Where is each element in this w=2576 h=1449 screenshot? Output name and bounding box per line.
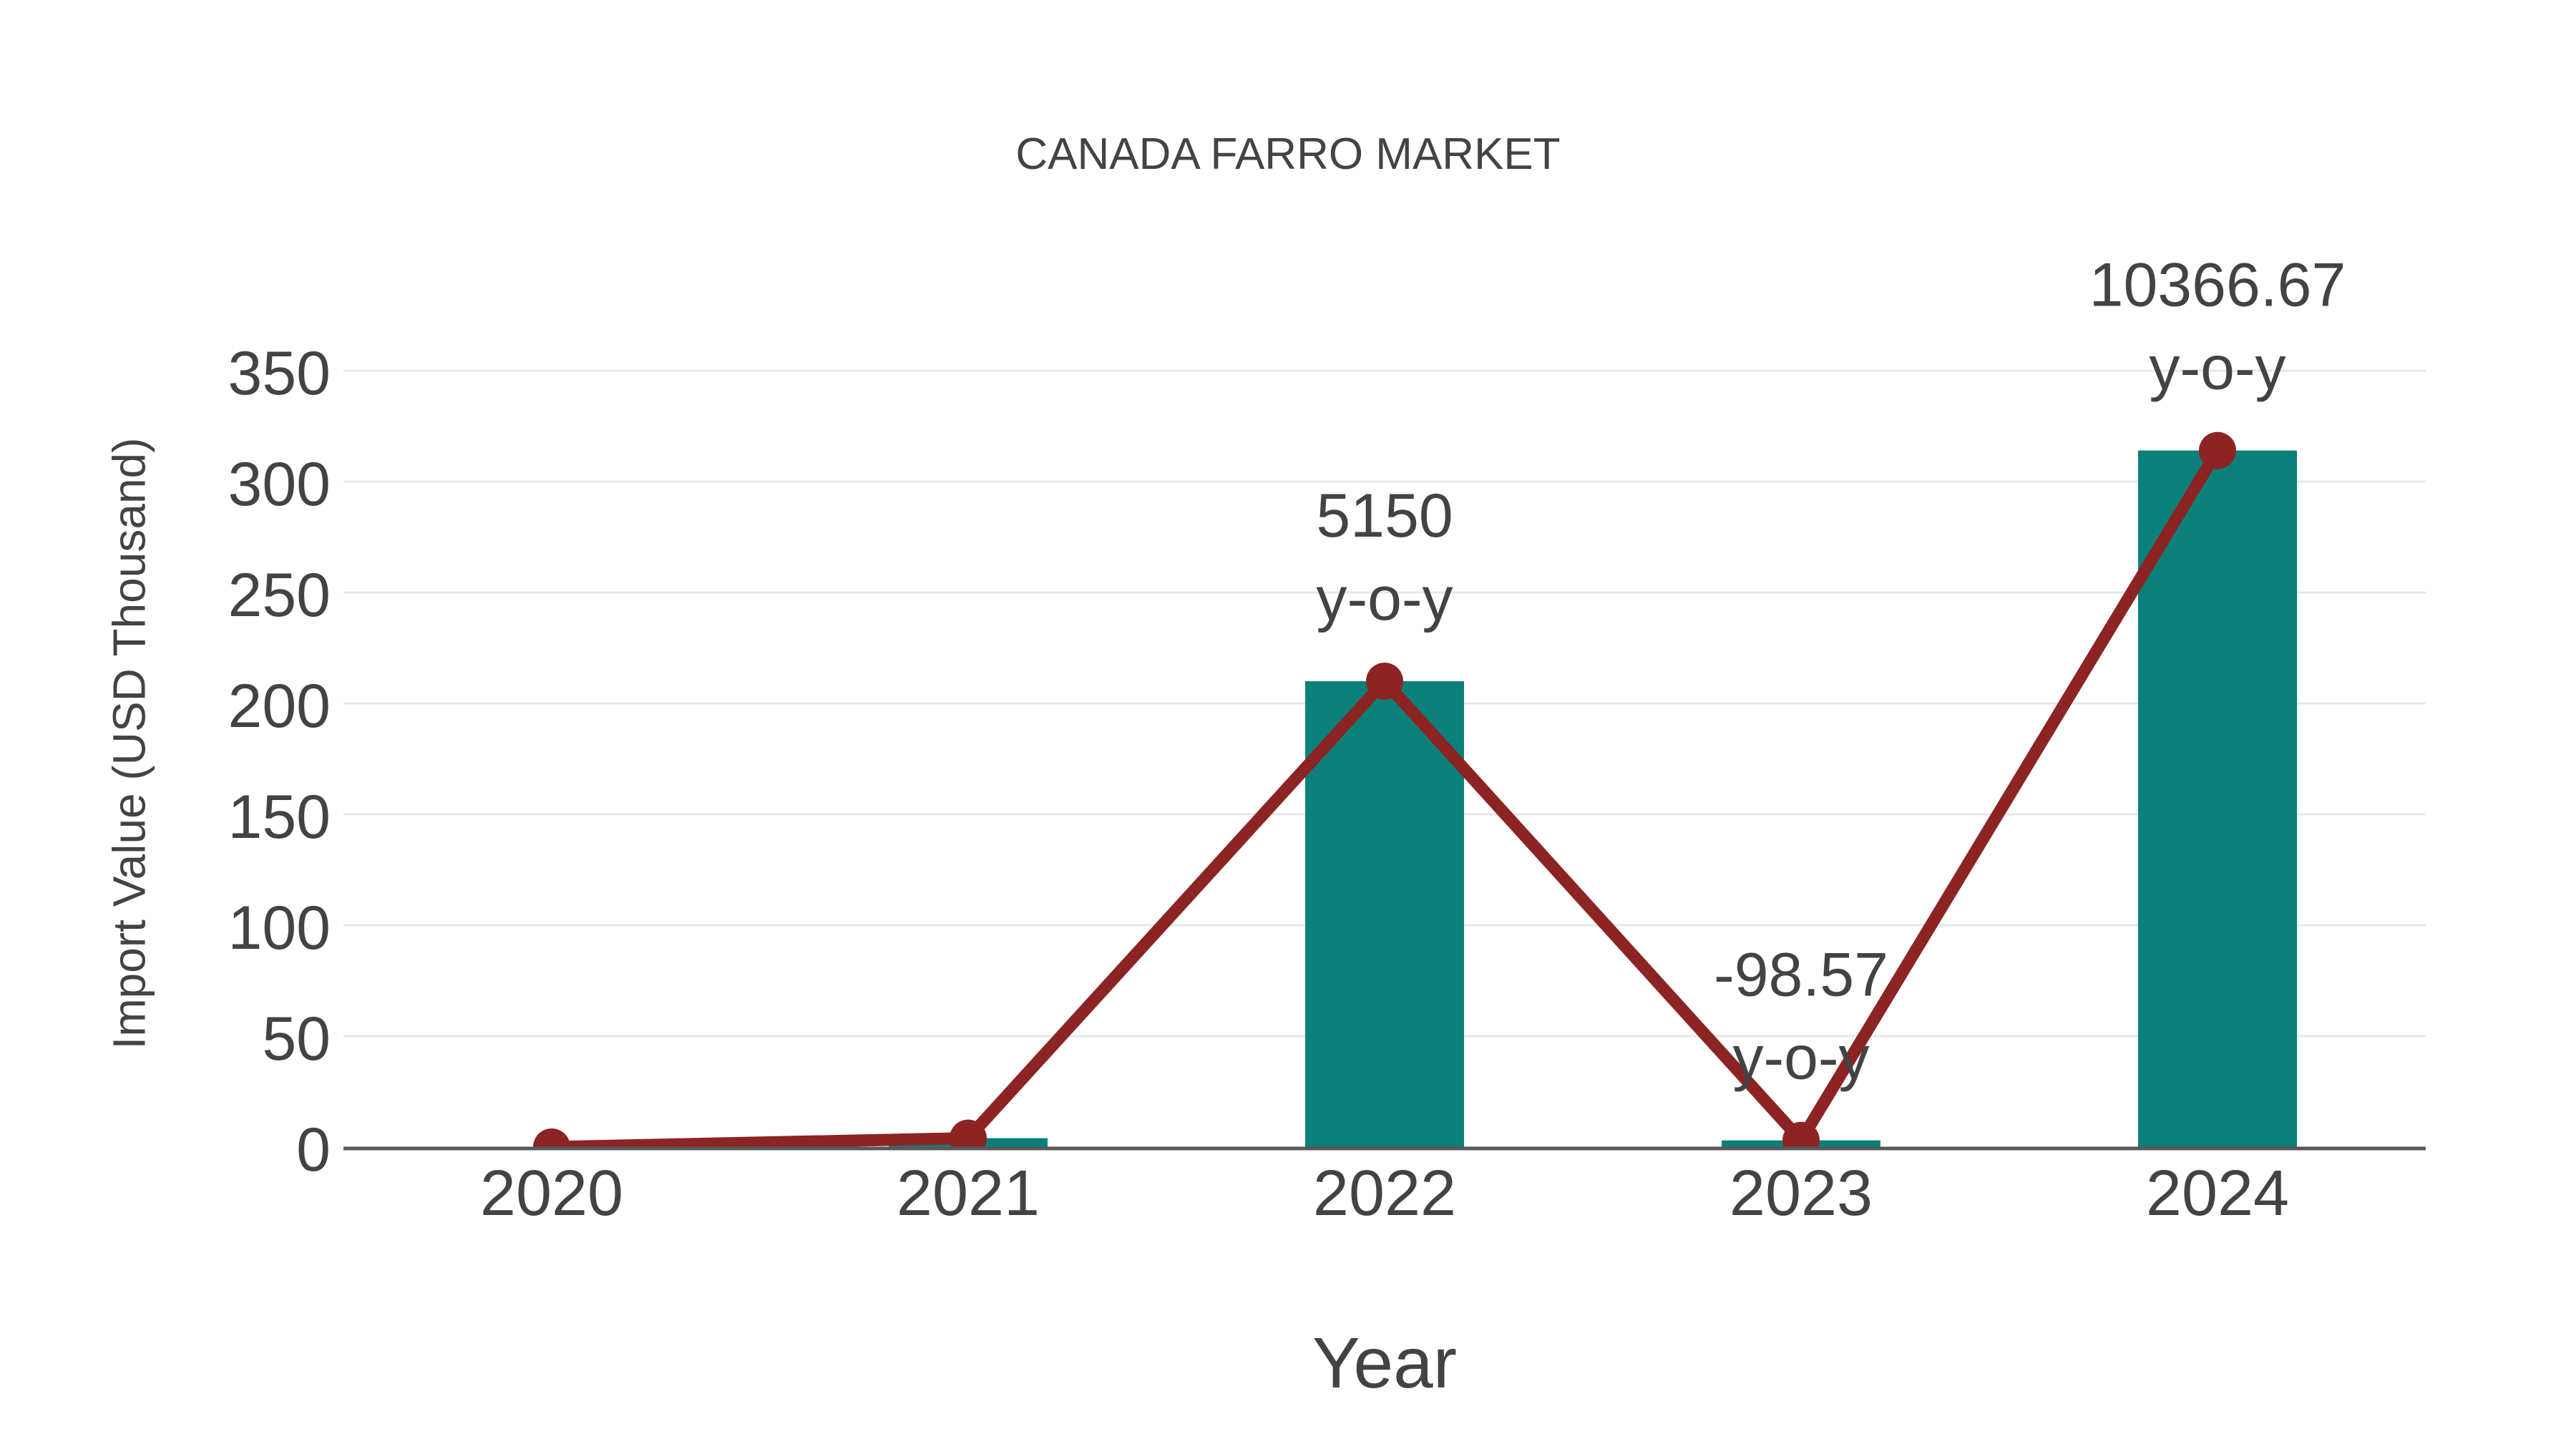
y-tick-label: 250 xyxy=(228,561,331,630)
yoy-annotation-line: 5150 xyxy=(1316,482,1453,550)
y-axis-title: Import Value (USD Thousand) xyxy=(103,438,155,1050)
y-tick-label: 0 xyxy=(296,1116,331,1184)
x-axis-title: Year xyxy=(1312,1323,1457,1403)
chart-title: CANADA FARRO MARKET xyxy=(1015,130,1560,179)
y-tick-label: 200 xyxy=(228,672,331,741)
y-tick-label: 150 xyxy=(228,783,331,852)
data-point-2021 xyxy=(950,1119,987,1147)
bar-2022 xyxy=(1305,681,1464,1147)
yoy-annotation-line: -98.57 xyxy=(1714,941,1888,1010)
x-tick-label: 2020 xyxy=(480,1158,623,1229)
x-tick-label: 2021 xyxy=(897,1158,1040,1229)
data-point-2024 xyxy=(2199,431,2236,469)
yoy-annotation-line: y-o-y xyxy=(1316,565,1453,633)
data-point-2023 xyxy=(1782,1121,1820,1147)
y-tick-label: 100 xyxy=(228,894,331,962)
data-point-2022 xyxy=(1366,663,1403,700)
y-tick-label: 300 xyxy=(228,450,331,519)
x-tick-label: 2022 xyxy=(1313,1158,1456,1229)
data-point-2020 xyxy=(533,1128,570,1147)
yoy-annotation-line: y-o-y xyxy=(2149,334,2285,403)
yoy-annotation-line: y-o-y xyxy=(1732,1024,1869,1093)
y-tick-label: 350 xyxy=(228,339,331,408)
bar-2024 xyxy=(2138,450,2297,1147)
trend-line-group xyxy=(533,431,2236,1147)
x-tick-label: 2024 xyxy=(2146,1158,2289,1229)
yoy-annotation-line: 10366.67 xyxy=(2089,251,2346,320)
y-tick-label: 50 xyxy=(262,1005,331,1073)
x-tick-label: 2023 xyxy=(1729,1158,1873,1229)
